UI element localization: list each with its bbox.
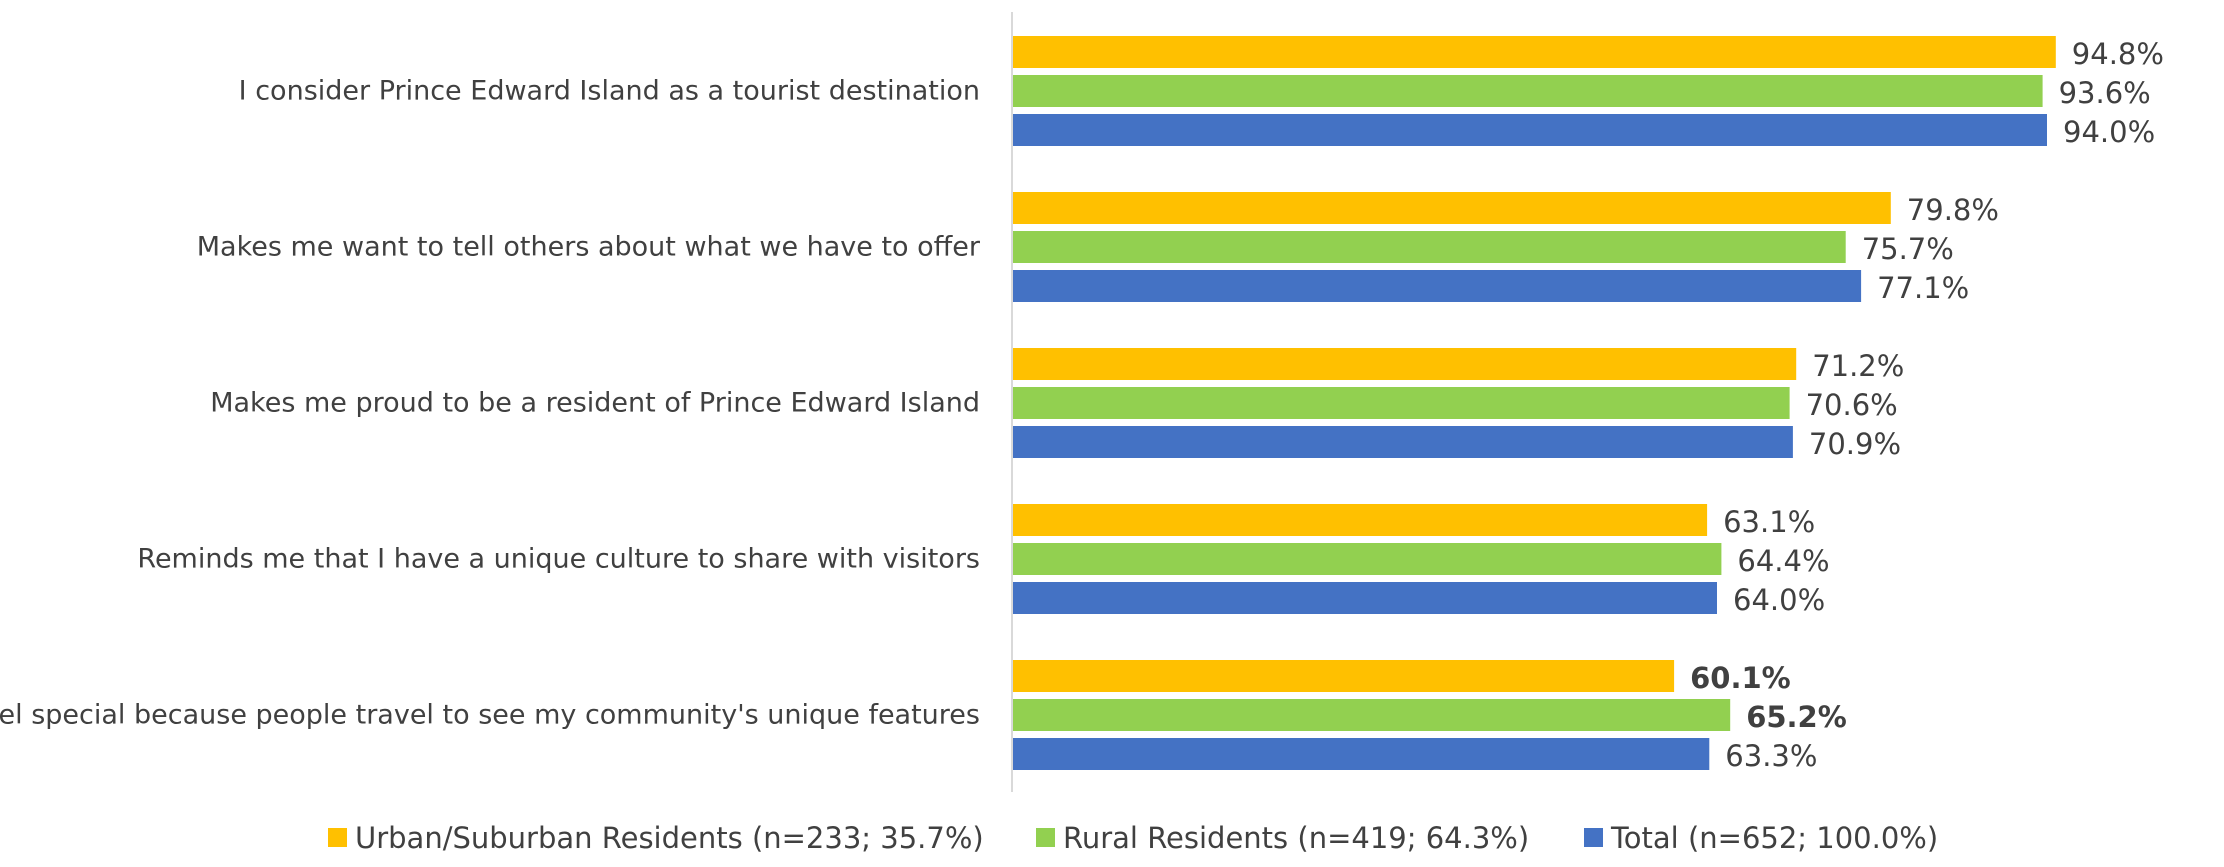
- legend-entry: Total (n=652; 100.0%): [1610, 821, 1938, 855]
- bar: [1013, 270, 1862, 302]
- data-label: 93.6%: [2059, 76, 2151, 110]
- bar: [1013, 426, 1793, 458]
- bar: [1013, 543, 1722, 575]
- bar: [1013, 75, 2043, 107]
- category-label: Reminds me that I have a unique culture …: [137, 544, 980, 575]
- data-label: 79.8%: [1907, 193, 1999, 227]
- bar: [1013, 582, 1717, 614]
- bar: [1013, 231, 1846, 263]
- bar: [1013, 348, 1797, 380]
- data-label: 64.4%: [1737, 544, 1829, 578]
- legend-swatch: [1036, 828, 1055, 847]
- data-label: 94.8%: [2072, 37, 2164, 71]
- legend-entry: Rural Residents (n=419; 64.3%): [1063, 821, 1529, 855]
- data-label: 60.1%: [1690, 661, 1791, 695]
- category-label: Makes me proud to be a resident of Princ…: [210, 388, 980, 419]
- data-label: 65.2%: [1746, 700, 1847, 734]
- data-label: 77.1%: [1877, 271, 1969, 305]
- bar: [1013, 660, 1675, 692]
- bar: [1013, 699, 1731, 731]
- bar: [1013, 738, 1710, 770]
- bar: [1013, 387, 1790, 419]
- legend: Urban/Suburban Residents (n=233; 35.7%) R…: [328, 821, 1938, 855]
- bar: [1013, 114, 2047, 146]
- data-label: 94.0%: [2063, 115, 2155, 149]
- data-label: 70.9%: [1809, 427, 1901, 461]
- bar: [1013, 504, 1708, 536]
- category-label: I feel special because people travel to …: [0, 700, 980, 731]
- data-label: 70.6%: [1806, 388, 1898, 422]
- category-label: Makes me want to tell others about what …: [197, 232, 981, 263]
- legend-entry: Urban/Suburban Residents (n=233; 35.7%): [355, 821, 984, 855]
- data-label: 63.3%: [1725, 739, 1817, 773]
- data-label: 71.2%: [1812, 349, 1904, 383]
- bar: [1013, 36, 2056, 68]
- data-label: 63.1%: [1723, 505, 1815, 539]
- legend-swatch: [1584, 828, 1603, 847]
- bars: [1013, 36, 2056, 770]
- data-label: 64.0%: [1733, 583, 1825, 617]
- bar: [1013, 192, 1891, 224]
- legend-swatch: [328, 828, 347, 847]
- category-labels: I consider Prince Edward Island as a tou…: [0, 76, 981, 731]
- value-labels: 94.8% 93.6% 94.0% 79.8% 75.7% 77.1% 71.2% 70.6%…: [1690, 37, 2164, 773]
- category-label: I consider Prince Edward Island as a tou…: [239, 76, 980, 107]
- data-label: 75.7%: [1862, 232, 1954, 266]
